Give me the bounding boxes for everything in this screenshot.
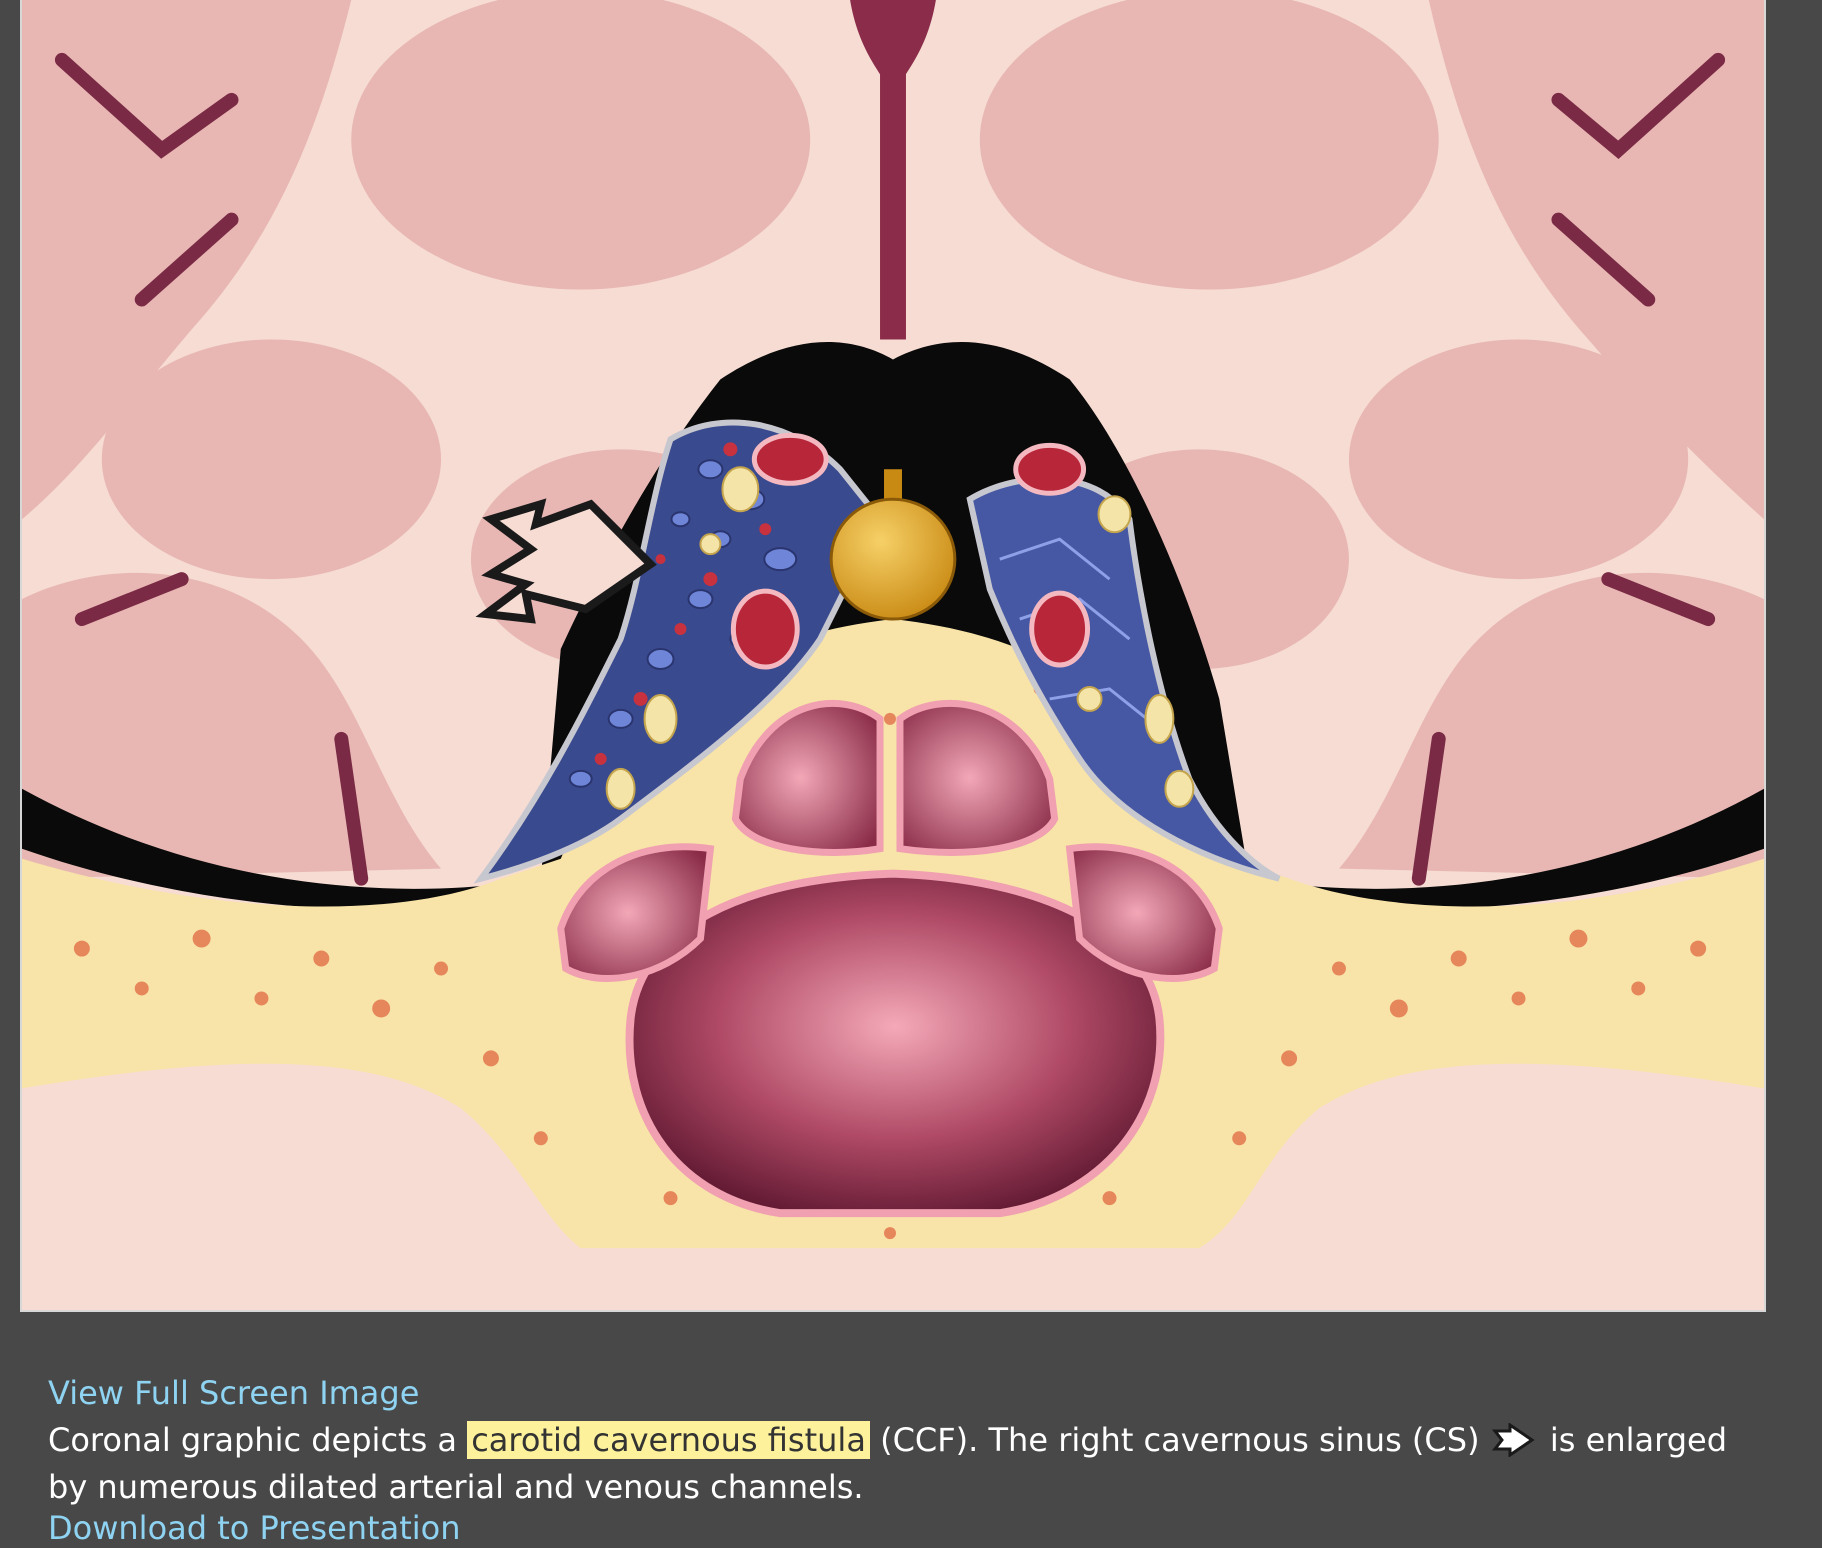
- highlighted-term[interactable]: carotid cavernous fistula: [467, 1421, 870, 1459]
- download-to-presentation-link[interactable]: Download to Presentation: [48, 1509, 461, 1547]
- medical-illustration: [22, 0, 1764, 1310]
- image-viewer[interactable]: [20, 0, 1766, 1312]
- view-full-screen-link[interactable]: View Full Screen Image: [48, 1374, 420, 1412]
- open-arrow-icon: [1491, 1423, 1535, 1457]
- caption-text-part3: is enlarged by numerous dilated arterial…: [48, 1421, 1727, 1506]
- caption-text-part2: (CCF). The right cavernous sinus (CS): [869, 1421, 1490, 1459]
- caption-text-part1: Coronal graphic depicts a: [48, 1421, 468, 1459]
- figure-caption: Coronal graphic depicts a carotid cavern…: [48, 1417, 1728, 1511]
